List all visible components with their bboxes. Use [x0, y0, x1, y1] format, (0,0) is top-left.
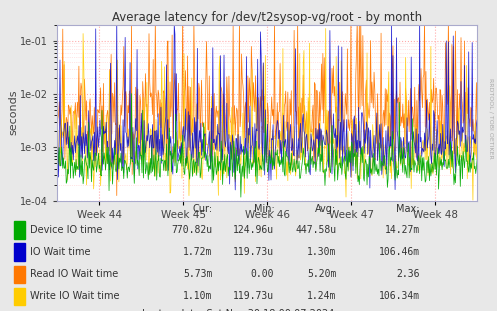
- Text: Max:: Max:: [397, 204, 420, 214]
- Title: Average latency for /dev/t2sysop-vg/root - by month: Average latency for /dev/t2sysop-vg/root…: [112, 11, 422, 24]
- Text: 119.73u: 119.73u: [233, 247, 274, 257]
- Text: 124.96u: 124.96u: [233, 225, 274, 235]
- Text: RRDTOOL / TOBI OETIKER: RRDTOOL / TOBI OETIKER: [489, 78, 494, 159]
- Text: Last update: Sat Nov 30 18:00:07 2024: Last update: Sat Nov 30 18:00:07 2024: [142, 309, 335, 311]
- Text: 119.73u: 119.73u: [233, 291, 274, 301]
- Text: Avg:: Avg:: [315, 204, 336, 214]
- Text: 0.00: 0.00: [251, 269, 274, 279]
- Bar: [14, 221, 25, 239]
- Text: 5.73m: 5.73m: [183, 269, 212, 279]
- Text: 106.34m: 106.34m: [379, 291, 420, 301]
- Text: 770.82u: 770.82u: [171, 225, 212, 235]
- Text: 5.20m: 5.20m: [307, 269, 336, 279]
- Text: Device IO time: Device IO time: [30, 225, 102, 235]
- Text: 1.30m: 1.30m: [307, 247, 336, 257]
- Bar: [14, 244, 25, 261]
- Text: 106.46m: 106.46m: [379, 247, 420, 257]
- Text: IO Wait time: IO Wait time: [30, 247, 90, 257]
- Text: Cur:: Cur:: [192, 204, 212, 214]
- Text: Read IO Wait time: Read IO Wait time: [30, 269, 118, 279]
- Text: 447.58u: 447.58u: [295, 225, 336, 235]
- Text: Write IO Wait time: Write IO Wait time: [30, 291, 119, 301]
- Text: 1.72m: 1.72m: [183, 247, 212, 257]
- Bar: [14, 288, 25, 305]
- Text: 14.27m: 14.27m: [385, 225, 420, 235]
- Text: 2.36: 2.36: [397, 269, 420, 279]
- Bar: [14, 266, 25, 283]
- Text: Min:: Min:: [253, 204, 274, 214]
- Y-axis label: seconds: seconds: [9, 90, 19, 136]
- Text: 1.10m: 1.10m: [183, 291, 212, 301]
- Text: 1.24m: 1.24m: [307, 291, 336, 301]
